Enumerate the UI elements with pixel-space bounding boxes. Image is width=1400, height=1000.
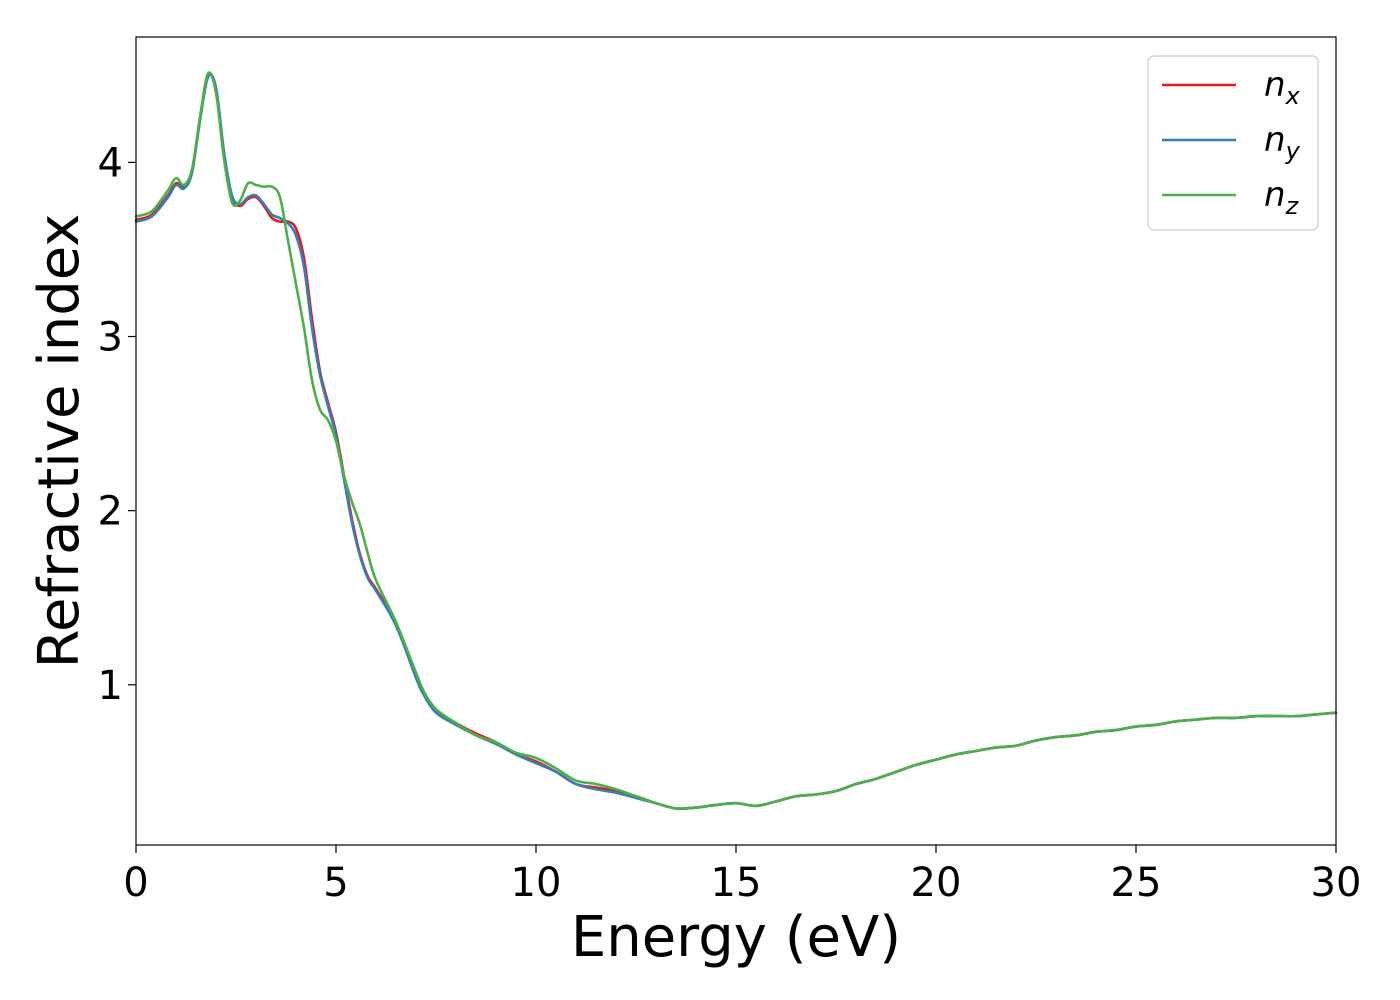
x-axis-ticks: 0 5 10 15 20 25 30 (123, 845, 1361, 906)
x-tick-label: 10 (511, 860, 562, 906)
x-tick-label: 5 (323, 860, 348, 906)
y-axis-label: Refractive index (27, 214, 92, 669)
y-tick-label: 1 (98, 663, 123, 709)
x-tick-label: 30 (1311, 860, 1362, 906)
series-line-nz (134, 71, 1338, 810)
series-layer (134, 71, 1338, 810)
x-tick-label: 0 (123, 860, 148, 906)
y-tick-label: 4 (98, 140, 123, 186)
legend-label-ny: ny (1264, 120, 1301, 165)
legend: nx ny nz (1147, 55, 1319, 231)
x-tick-label: 20 (911, 860, 962, 906)
legend-label-nx: nx (1264, 65, 1301, 110)
legend-label-nz: nz (1264, 175, 1300, 220)
y-axis-ticks: 1 2 3 4 (98, 140, 136, 709)
x-tick-label: 25 (1111, 860, 1162, 906)
x-axis-label: Energy (eV) (571, 905, 901, 970)
y-tick-label: 2 (98, 489, 123, 535)
x-tick-label: 15 (711, 860, 762, 906)
legend-box (1147, 55, 1319, 231)
y-tick-label: 3 (98, 315, 123, 361)
